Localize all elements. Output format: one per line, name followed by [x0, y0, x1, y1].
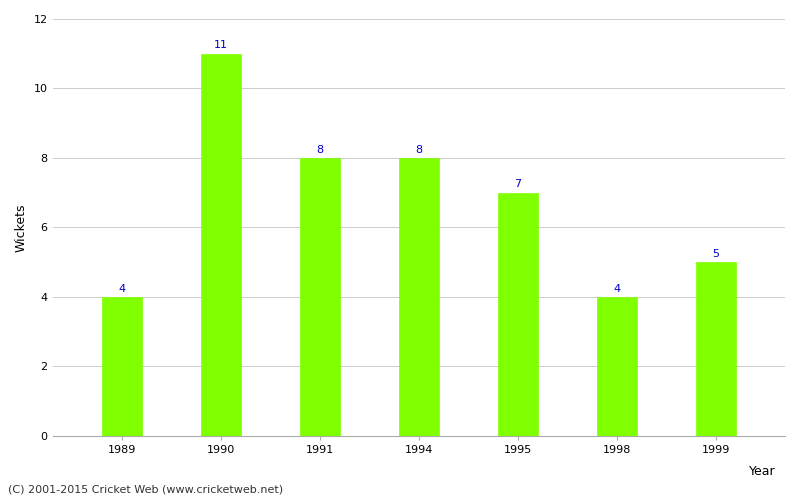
Bar [201, 54, 241, 436]
Bar [399, 158, 438, 436]
Bar [696, 262, 735, 436]
Bar [102, 297, 142, 436]
Bar [300, 158, 339, 436]
Text: 11: 11 [214, 40, 228, 50]
Text: (C) 2001-2015 Cricket Web (www.cricketweb.net): (C) 2001-2015 Cricket Web (www.cricketwe… [8, 485, 283, 495]
Text: 8: 8 [415, 144, 422, 154]
Bar [498, 192, 538, 436]
Text: 7: 7 [514, 180, 522, 190]
Text: 5: 5 [712, 249, 719, 259]
Bar [597, 297, 637, 436]
Text: Year: Year [750, 465, 776, 478]
Text: 4: 4 [118, 284, 126, 294]
Text: 4: 4 [613, 284, 620, 294]
Text: 8: 8 [316, 144, 323, 154]
Y-axis label: Wickets: Wickets [15, 203, 28, 252]
